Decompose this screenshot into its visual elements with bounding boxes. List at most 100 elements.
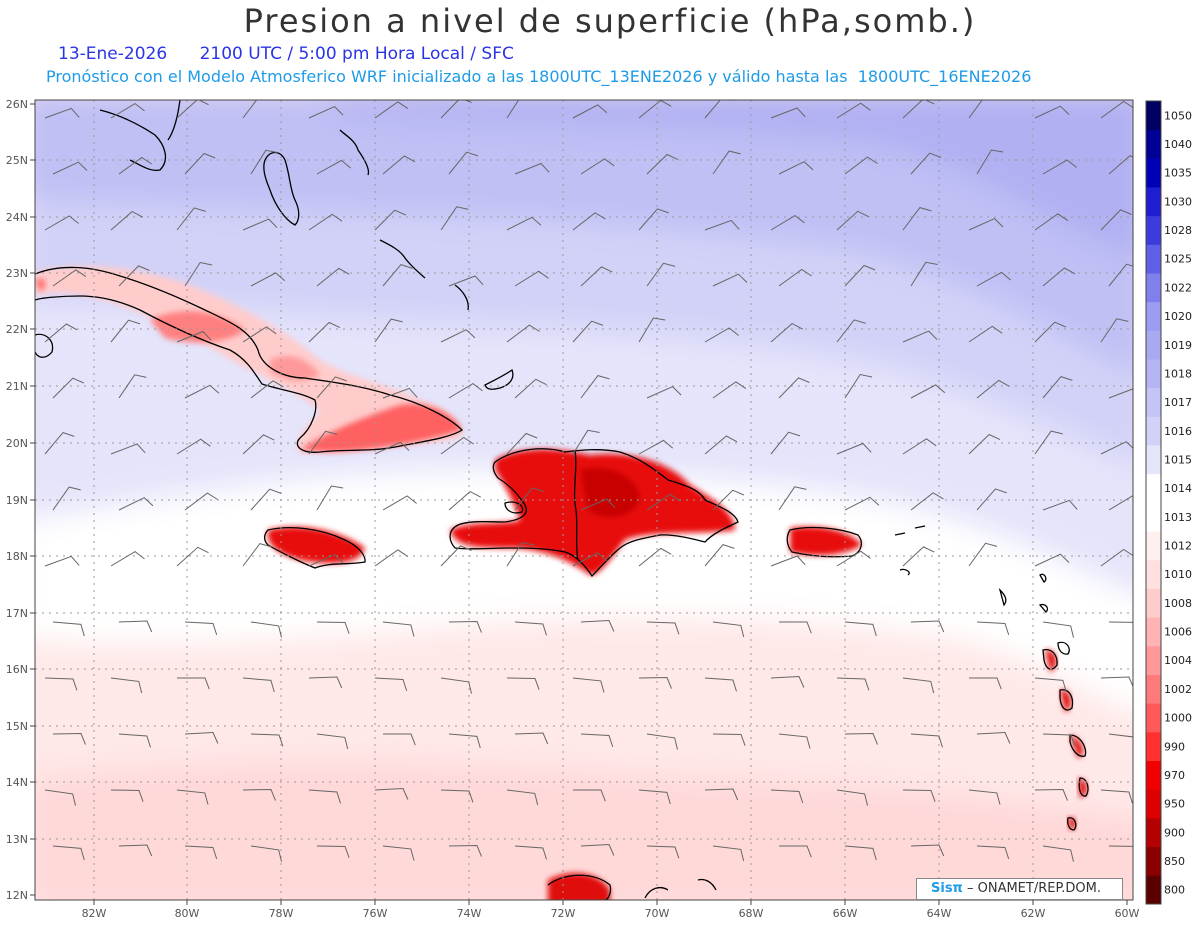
wind-barb-icon <box>704 100 735 119</box>
colorbar-label: 1002 <box>1164 683 1192 696</box>
lon-label: 80W <box>175 907 200 920</box>
wind-barb-icon <box>1034 788 1068 801</box>
colorbar-label: 1013 <box>1164 511 1192 524</box>
lat-label: 20N <box>6 437 28 450</box>
wind-barb-icon <box>118 374 147 399</box>
lon-label: 82W <box>82 907 107 920</box>
wind-barb-icon <box>440 206 469 231</box>
colorbar-swatch <box>1146 359 1161 389</box>
colorbar-swatch <box>1146 273 1161 303</box>
wind-barb-icon <box>514 845 547 860</box>
wind-barb-icon <box>1042 845 1074 862</box>
wind-barb-icon <box>1042 621 1074 638</box>
wind-barbs <box>44 100 1133 917</box>
wind-barb-icon <box>316 376 347 399</box>
wind-barb-icon <box>184 731 219 744</box>
lon-label: 60W <box>1115 907 1140 920</box>
lat-label: 22N <box>6 323 28 336</box>
wind-barb-icon <box>440 436 474 455</box>
wind-barb-icon <box>382 387 418 399</box>
wind-barb-icon <box>712 150 741 175</box>
colorbar-swatch <box>1146 445 1161 475</box>
wind-barb-icon <box>573 902 604 917</box>
colorbar-swatch <box>1146 416 1161 446</box>
wind-barb-icon <box>580 843 615 856</box>
colorbar-swatch <box>1146 473 1161 503</box>
wind-barb-icon <box>448 275 484 287</box>
wind-barb-icon <box>506 216 542 231</box>
wind-barb-icon <box>374 101 409 119</box>
wind-barb-icon <box>844 496 880 511</box>
wind-barb-icon <box>242 788 276 801</box>
wind-barb-icon <box>844 845 877 861</box>
wind-barb-icon <box>976 845 1010 860</box>
wind-barb-icon <box>968 325 1003 343</box>
lon-label: 62W <box>1021 907 1046 920</box>
wind-barb-icon <box>712 273 748 287</box>
colorbar-label: 1012 <box>1164 540 1192 553</box>
wind-barb-icon <box>646 262 676 287</box>
forecast-valid-time: 13-Ene-2026 2100 UTC / 5:00 pm Hora Loca… <box>58 44 514 64</box>
wind-barb-icon <box>770 431 801 455</box>
wind-barb-icon <box>910 152 942 175</box>
lat-label: 15N <box>6 720 28 733</box>
colorbar-label: 1030 <box>1164 195 1192 208</box>
wind-barb-icon <box>910 620 945 633</box>
wind-barb-icon <box>250 149 278 175</box>
wind-barb-icon <box>110 210 144 231</box>
colorbar-label: 850 <box>1164 855 1185 868</box>
wind-barb-icon <box>1034 213 1069 231</box>
wind-barb-icon <box>52 845 85 861</box>
wind-barb-icon <box>110 102 145 119</box>
wind-barb-icon <box>52 377 84 399</box>
wind-barb-icon <box>506 541 535 567</box>
wind-barb-icon <box>712 845 745 862</box>
colorbar-swatch <box>1146 846 1161 876</box>
wind-barb-icon <box>316 733 349 750</box>
colorbar-label: 970 <box>1164 769 1185 782</box>
wind-barb-icon <box>382 155 416 175</box>
pressure-colorbar: 800 850 900 950 970 990 1000 1002 1004 1006 1008 10… <box>1145 100 1192 905</box>
colorbar-label: 1035 <box>1164 167 1192 180</box>
colorbar-label: 1018 <box>1164 367 1192 380</box>
lat-label: 23N <box>6 267 28 280</box>
wind-barb-icon <box>52 621 85 637</box>
wind-barb-icon <box>52 732 86 745</box>
wind-barb-icon <box>580 619 615 632</box>
wind-barb-icon <box>572 320 604 343</box>
wind-barb-icon <box>316 485 344 511</box>
credit-brand: Sisπ <box>931 881 963 896</box>
wind-barb-icon <box>250 621 282 638</box>
wind-barb-icon <box>638 547 672 567</box>
wind-barb-icon <box>242 218 278 231</box>
wind-barb-icon <box>976 379 1010 399</box>
wind-barb-icon <box>1108 263 1133 287</box>
wind-barb-icon <box>1108 495 1133 511</box>
wind-barb-icon <box>910 492 944 511</box>
wind-barb-icon <box>448 490 482 511</box>
colorbar-swatch <box>1146 244 1161 274</box>
lat-label: 12N <box>6 889 28 902</box>
wind-barb-icon <box>770 675 805 688</box>
wind-barb-icon <box>580 158 615 175</box>
colorbar-label: 1040 <box>1164 138 1192 151</box>
wind-barb-icon <box>638 317 666 343</box>
colorbar-swatch <box>1146 617 1161 647</box>
wind-barb-icon <box>382 264 413 287</box>
wind-barb-icon <box>1042 733 1076 747</box>
colorbar-label: 1008 <box>1164 597 1192 610</box>
wind-barb-icon <box>902 438 937 455</box>
wind-barb-icon <box>779 621 812 634</box>
lat-label: 18N <box>6 550 28 563</box>
wind-barb-icon <box>118 497 154 511</box>
wind-barb-icon <box>704 788 739 801</box>
wind-barb-icon <box>778 161 814 175</box>
wind-barb-icon <box>514 732 549 745</box>
wind-barb-icon <box>712 381 747 399</box>
coastlines <box>35 100 1089 900</box>
lon-label: 68W <box>739 907 764 920</box>
wind-barb-icon <box>448 382 483 399</box>
wind-barb-icon <box>836 677 870 691</box>
lat-label: 24N <box>6 211 28 224</box>
wind-barb-icon <box>844 621 877 637</box>
